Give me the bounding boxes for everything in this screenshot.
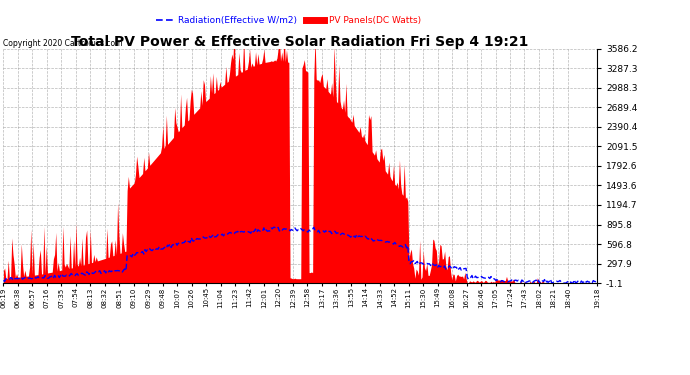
Title: Total PV Power & Effective Solar Radiation Fri Sep 4 19:21: Total PV Power & Effective Solar Radiati… bbox=[72, 35, 529, 49]
Legend: Radiation(Effective W/m2), PV Panels(DC Watts): Radiation(Effective W/m2), PV Panels(DC … bbox=[152, 12, 424, 28]
Text: Copyright 2020 Cartronics.com: Copyright 2020 Cartronics.com bbox=[3, 39, 123, 48]
